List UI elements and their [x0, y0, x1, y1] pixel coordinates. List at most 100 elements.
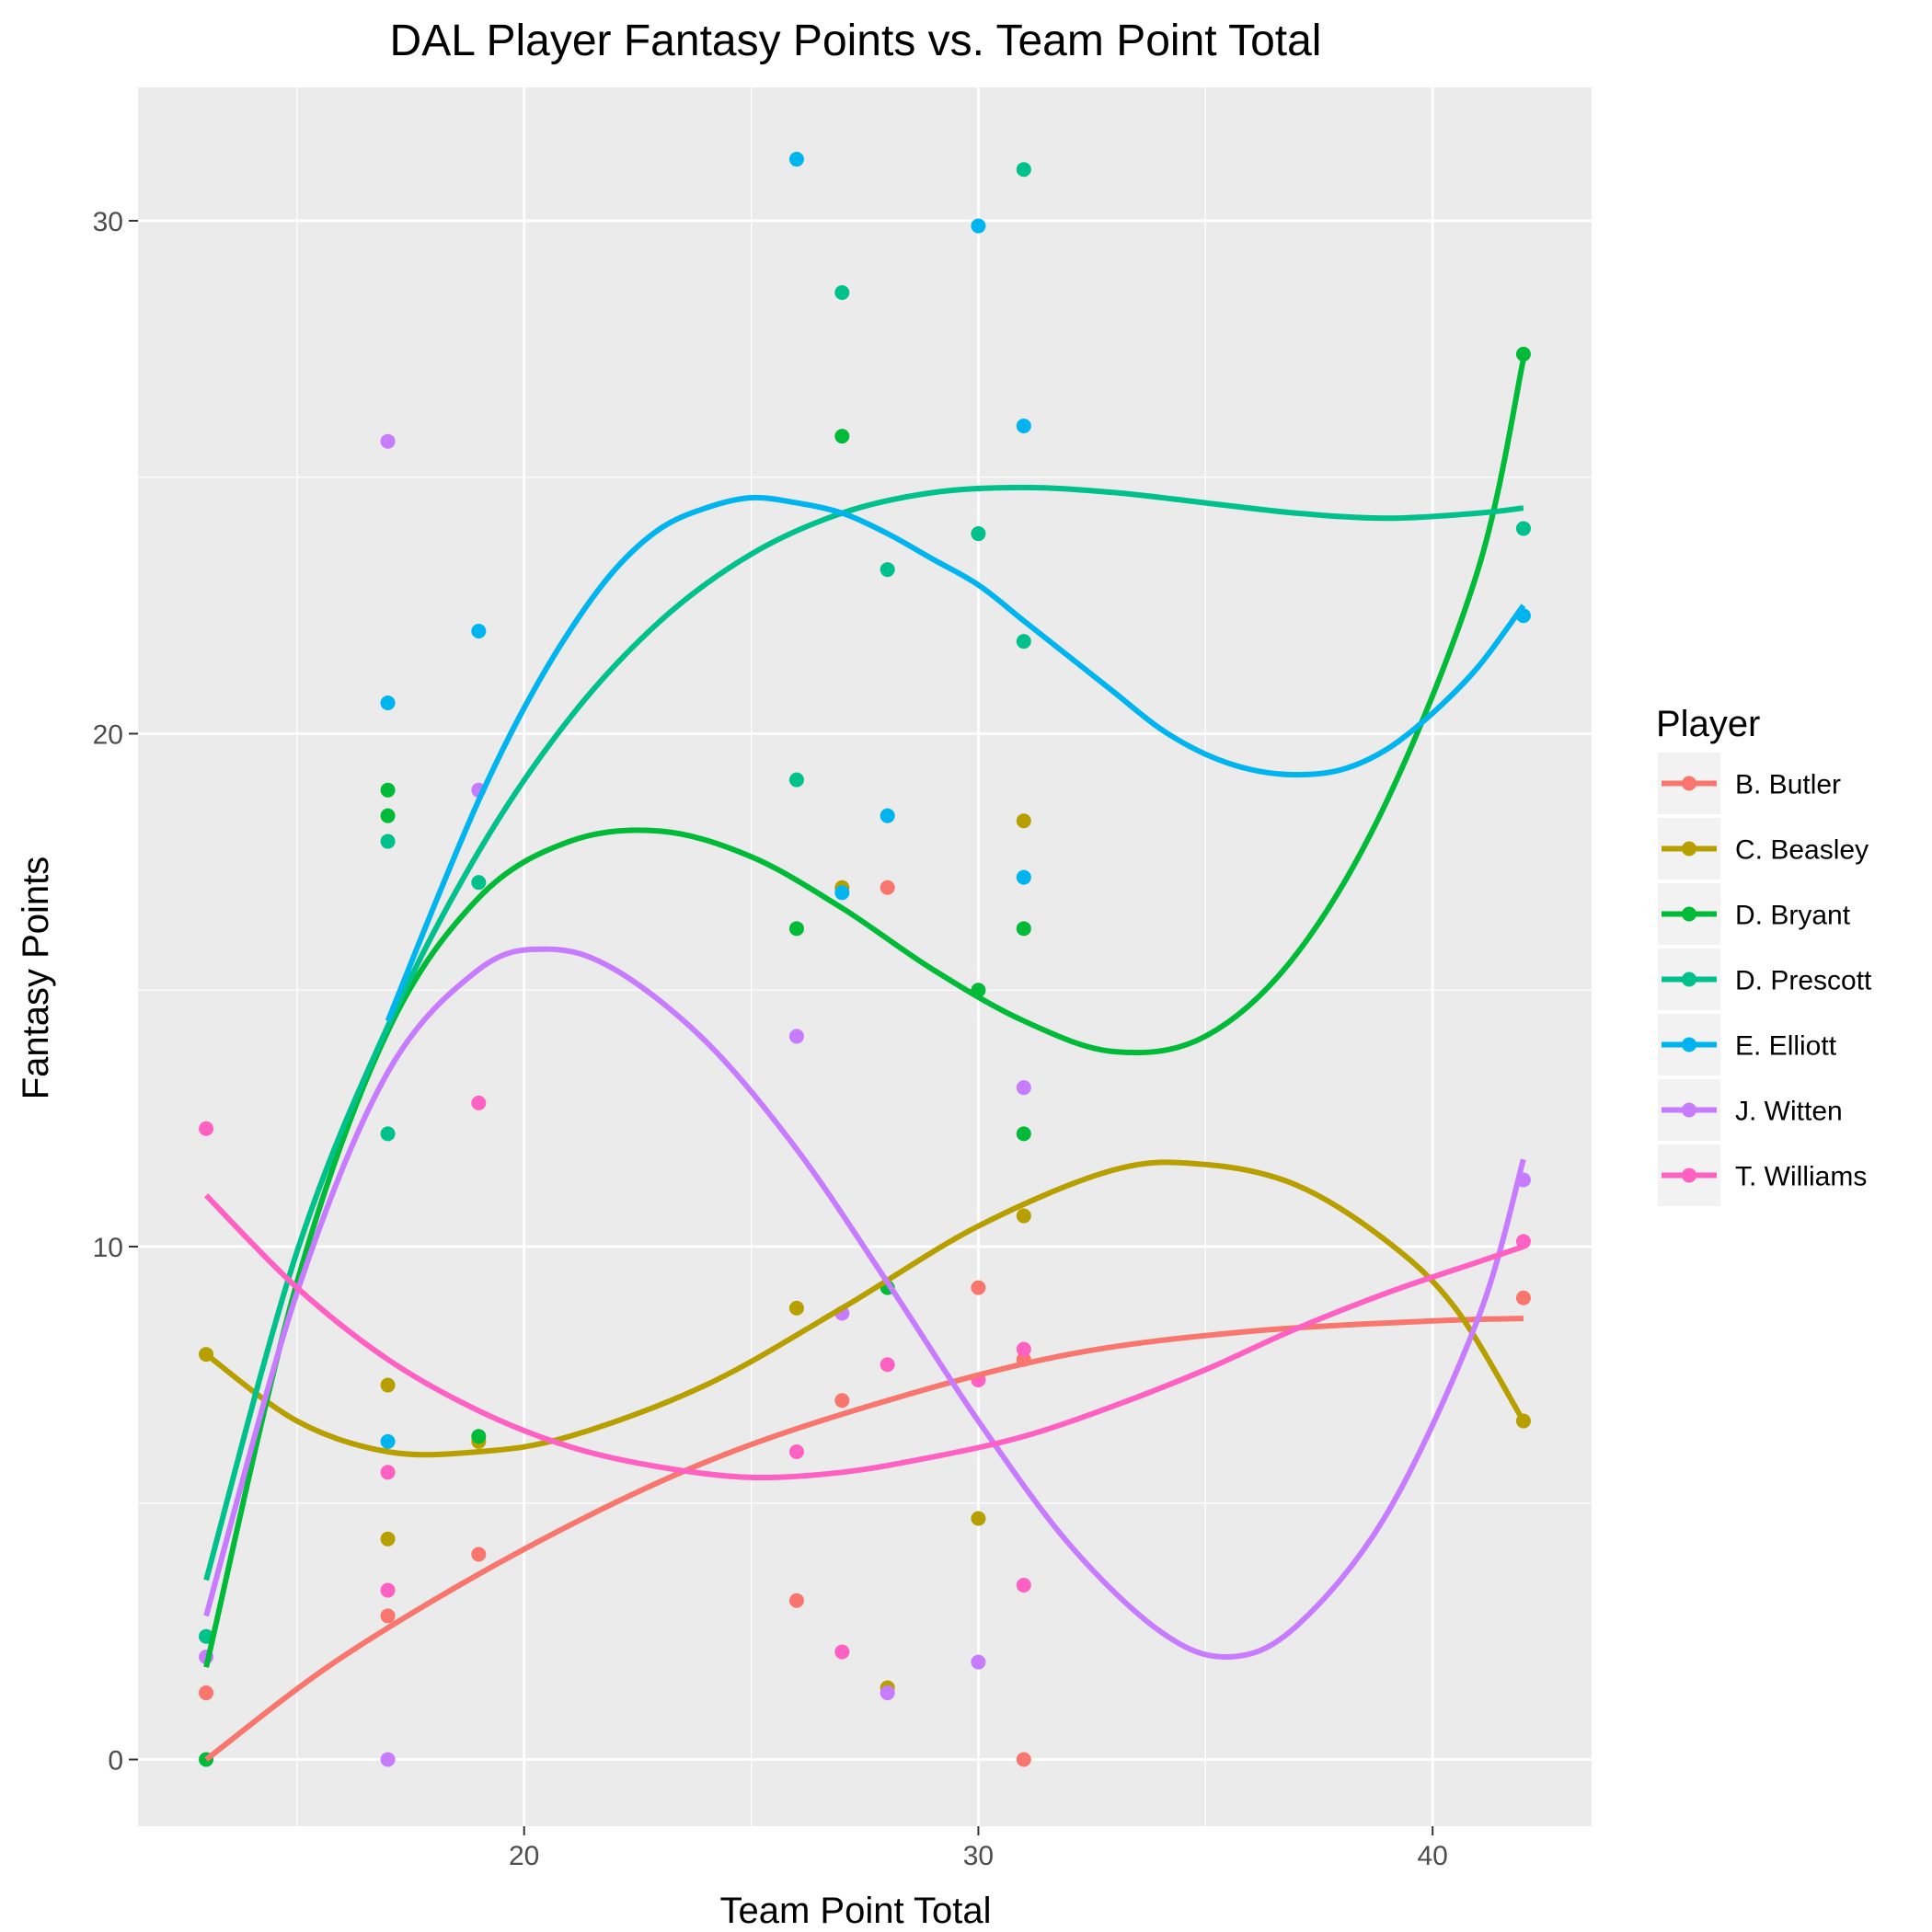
y-tick-label: 0 — [108, 1746, 123, 1777]
legend-key-point — [1682, 1102, 1696, 1118]
y-tick-label: 30 — [93, 207, 123, 237]
legend-items: B. Butler C. Beasley D. Bryant D. Prescott E… — [1658, 753, 1872, 1206]
legend-item-t-williams: T. Williams — [1658, 1144, 1867, 1206]
point-c-beasley — [788, 1300, 804, 1316]
point-d-prescott — [380, 834, 396, 849]
point-e-elliott — [834, 885, 850, 901]
x-axis-title: Team Point Total — [720, 1891, 992, 1931]
point-e-elliott — [380, 696, 396, 711]
legend-key-point — [1682, 1167, 1696, 1183]
point-e-elliott — [1016, 869, 1031, 885]
point-d-prescott — [471, 875, 487, 891]
point-d-prescott — [380, 1126, 396, 1142]
smooth-line-c-beasley — [204, 1159, 1526, 1458]
point-t-williams — [834, 1644, 850, 1660]
point-t-williams — [1016, 1341, 1031, 1357]
legend-item-d-prescott: D. Prescott — [1658, 949, 1872, 1010]
legend-key-point — [1682, 841, 1696, 857]
legend-key-point — [1682, 906, 1696, 922]
point-t-williams — [380, 1465, 396, 1480]
panel-background — [138, 87, 1592, 1826]
y-axis: 0 10 20 30 — [93, 207, 138, 1777]
point-d-bryant — [834, 429, 850, 444]
legend-key-point — [1682, 972, 1696, 987]
legend-label-c-beasley: C. Beasley — [1735, 835, 1869, 866]
legend-label-d-prescott: D. Prescott — [1735, 966, 1872, 996]
plot-panel — [138, 87, 1592, 1826]
legend-label-e-elliott: E. Elliott — [1735, 1031, 1837, 1062]
legend-item-e-elliott: E. Elliott — [1658, 1014, 1837, 1075]
point-d-prescott — [971, 526, 986, 542]
point-j-witten — [380, 433, 396, 449]
point-d-prescott — [1016, 162, 1031, 178]
smooth-line-d-prescott — [203, 484, 1524, 1581]
smooth-line-t-williams — [203, 1193, 1524, 1481]
x-tick-label: 20 — [509, 1841, 539, 1871]
point-b-butler — [471, 1547, 487, 1562]
point-e-elliott — [880, 808, 895, 823]
legend-item-d-bryant: D. Bryant — [1658, 883, 1851, 945]
point-d-bryant — [1515, 346, 1531, 362]
legend-item-b-butler: B. Butler — [1658, 753, 1841, 814]
legend-item-j-witten: J. Witten — [1658, 1079, 1843, 1141]
point-c-beasley — [380, 1531, 396, 1547]
point-t-williams — [471, 1095, 487, 1110]
point-d-bryant — [471, 1429, 487, 1444]
x-tick-label: 30 — [963, 1841, 994, 1871]
point-e-elliott — [380, 1433, 396, 1449]
point-c-beasley — [380, 1377, 396, 1393]
point-t-williams — [788, 1444, 804, 1460]
point-b-butler — [834, 1393, 850, 1409]
lines-layer — [203, 358, 1526, 1762]
legend-item-c-beasley: C. Beasley — [1658, 818, 1869, 880]
point-d-prescott — [1515, 521, 1531, 536]
point-d-prescott — [1016, 634, 1031, 650]
point-e-elliott — [971, 218, 986, 234]
point-d-bryant — [1016, 1126, 1031, 1142]
smooth-line-b-butler — [204, 1316, 1524, 1762]
point-c-beasley — [1016, 813, 1031, 829]
point-j-witten — [971, 1654, 986, 1670]
point-d-bryant — [380, 808, 396, 823]
smooth-line-e-elliott — [385, 494, 1526, 1022]
point-d-bryant — [380, 782, 396, 798]
chart-title: DAL Player Fantasy Points vs. Team Point… — [390, 17, 1322, 65]
point-e-elliott — [471, 623, 487, 638]
points-layer — [199, 152, 1531, 1767]
point-d-bryant — [788, 921, 804, 937]
point-b-butler — [880, 880, 895, 895]
point-c-beasley — [1016, 1208, 1031, 1224]
legend-key-point — [1682, 776, 1696, 791]
legend-label-d-bryant: D. Bryant — [1735, 901, 1851, 931]
point-d-prescott — [788, 772, 804, 788]
point-d-prescott — [834, 285, 850, 301]
x-axis: 20 30 40 — [509, 1826, 1448, 1871]
y-tick-label: 20 — [93, 719, 123, 750]
point-j-witten — [380, 1752, 396, 1767]
point-j-witten — [1016, 1080, 1031, 1096]
legend-label-b-butler: B. Butler — [1735, 770, 1841, 800]
point-b-butler — [1515, 1290, 1531, 1305]
point-e-elliott — [788, 152, 804, 167]
point-c-beasley — [971, 1511, 986, 1526]
point-b-butler — [971, 1280, 986, 1295]
legend-key-point — [1682, 1037, 1696, 1052]
point-j-witten — [880, 1685, 895, 1701]
point-t-williams — [880, 1357, 895, 1373]
legend-label-j-witten: J. Witten — [1735, 1097, 1843, 1127]
legend-label-t-williams: T. Williams — [1735, 1162, 1867, 1192]
point-d-prescott — [880, 562, 895, 578]
point-b-butler — [1016, 1752, 1031, 1767]
smooth-line-j-witten — [203, 946, 1526, 1661]
point-t-williams — [199, 1121, 214, 1136]
point-e-elliott — [1016, 418, 1031, 433]
point-b-butler — [199, 1685, 214, 1701]
point-b-butler — [380, 1608, 396, 1624]
point-j-witten — [788, 1029, 804, 1044]
point-b-butler — [788, 1593, 804, 1608]
point-d-bryant — [1016, 921, 1031, 937]
y-tick-label: 10 — [93, 1233, 123, 1263]
legend: Player B. Butler C. Beasley D. Bryant D. Pr… — [1656, 704, 1872, 1206]
